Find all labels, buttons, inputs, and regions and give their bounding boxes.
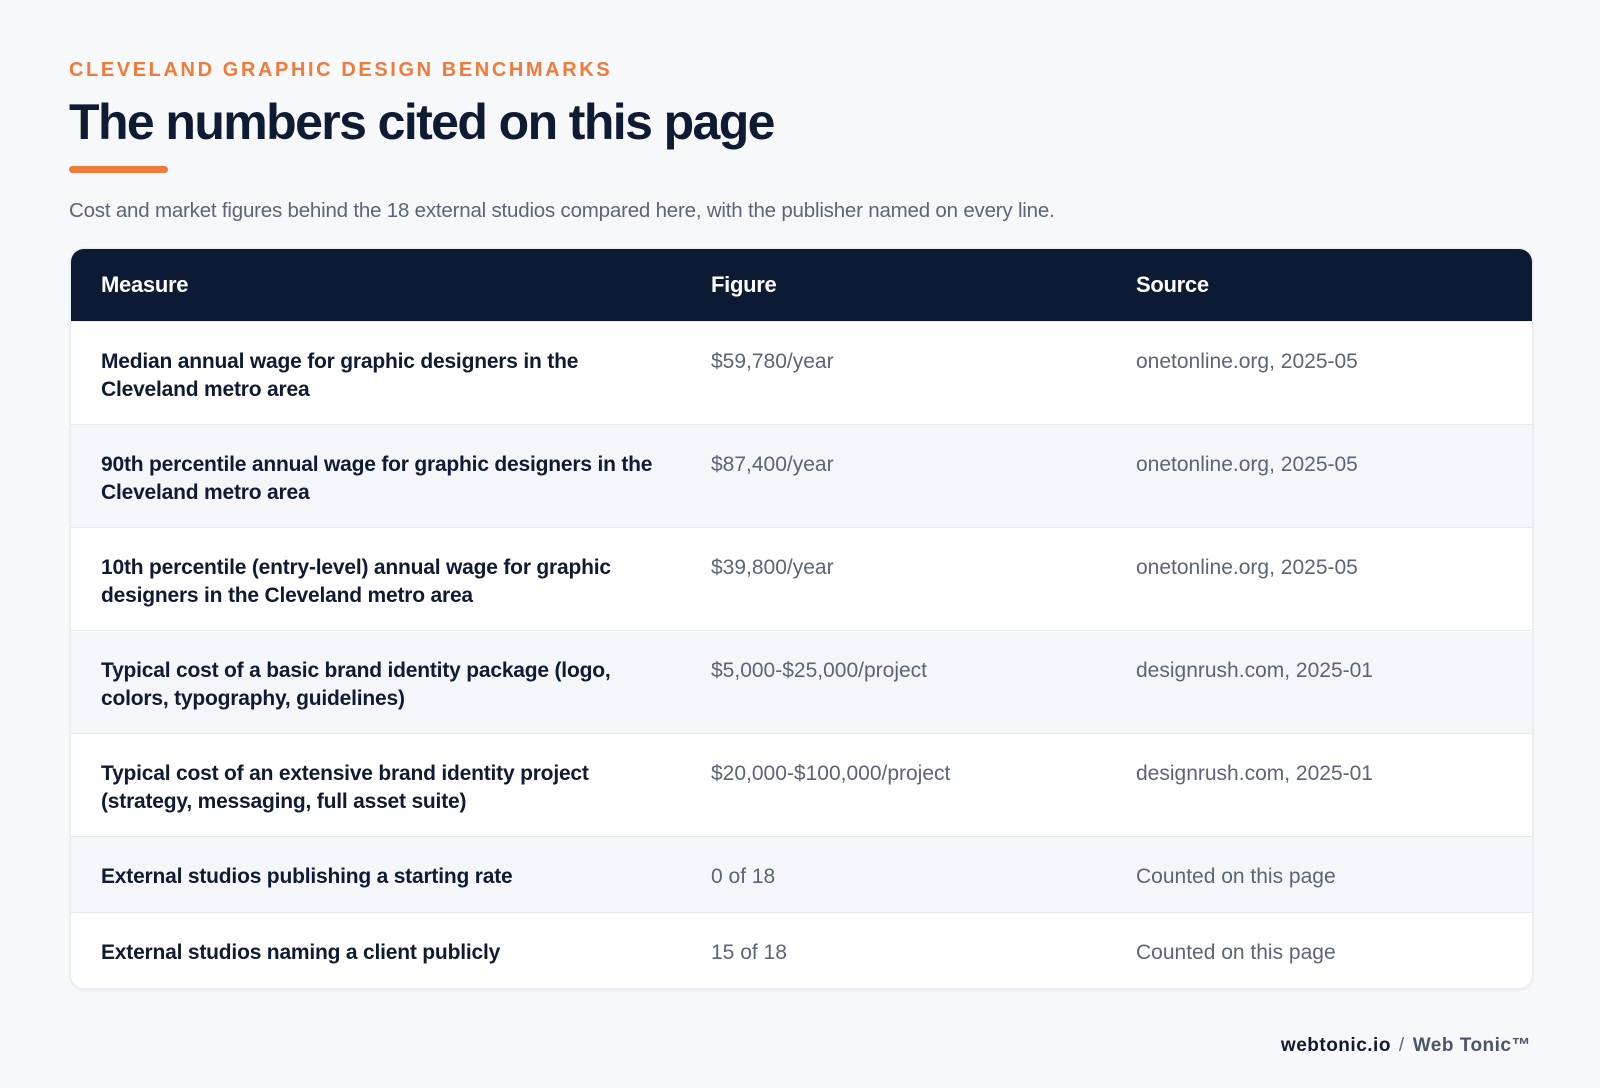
table-header-row: Measure Figure Source <box>71 249 1532 322</box>
benchmarks-table: Measure Figure Source Median annual wage… <box>71 249 1532 988</box>
source-cell: designrush.com, 2025-01 <box>1106 630 1532 734</box>
footer-credit: webtonic.io / Web Tonic™ <box>1281 1034 1531 1058</box>
table-row: External studios naming a client publicl… <box>71 912 1532 988</box>
table-row: Median annual wage for graphic designers… <box>71 321 1532 425</box>
table-row: 10th percentile (entry-level) annual wag… <box>71 527 1532 631</box>
measure-cell: External studios naming a client publicl… <box>71 912 681 988</box>
measure-cell: Typical cost of a basic brand identity p… <box>71 630 681 734</box>
figure-cell: 0 of 18 <box>681 836 1106 913</box>
page-header: CLEVELAND GRAPHIC DESIGN BENCHMARKS The … <box>69 58 1531 224</box>
page-title: The numbers cited on this page <box>69 94 775 150</box>
table-row: Typical cost of an extensive brand ident… <box>71 733 1532 837</box>
table-row: 90th percentile annual wage for graphic … <box>71 424 1532 528</box>
figure-cell: $39,800/year <box>681 527 1106 631</box>
measure-cell: Typical cost of an extensive brand ident… <box>71 733 681 837</box>
column-header-measure: Measure <box>71 249 681 322</box>
measure-cell: 90th percentile annual wage for graphic … <box>71 424 681 528</box>
source-cell: onetonline.org, 2025-05 <box>1106 321 1532 425</box>
figure-cell: $59,780/year <box>681 321 1106 425</box>
source-cell: onetonline.org, 2025-05 <box>1106 424 1532 528</box>
footer-separator: / <box>1398 1035 1405 1056</box>
measure-cell: 10th percentile (entry-level) annual wag… <box>71 527 681 631</box>
footer-brand: Web Tonic™ <box>1412 1035 1531 1056</box>
figure-cell: $5,000-$25,000/project <box>681 630 1106 734</box>
figure-cell: $87,400/year <box>681 424 1106 528</box>
page-subtitle: Cost and market figures behind the 18 ex… <box>69 199 1055 222</box>
figure-cell: 15 of 18 <box>681 912 1106 988</box>
measure-cell: External studios publishing a starting r… <box>71 836 681 913</box>
table-row: External studios publishing a starting r… <box>71 836 1532 913</box>
source-cell: Counted on this page <box>1106 912 1532 988</box>
eyebrow-label: CLEVELAND GRAPHIC DESIGN BENCHMARKS <box>69 59 613 81</box>
figure-cell: $20,000-$100,000/project <box>681 733 1106 837</box>
source-cell: designrush.com, 2025-01 <box>1106 733 1532 837</box>
source-cell: onetonline.org, 2025-05 <box>1106 527 1532 631</box>
source-cell: Counted on this page <box>1106 836 1532 913</box>
table-row: Typical cost of a basic brand identity p… <box>71 630 1532 734</box>
benchmarks-table-card: Measure Figure Source Median annual wage… <box>70 248 1533 989</box>
footer-domain: webtonic.io <box>1280 1035 1391 1056</box>
title-accent-bar <box>69 166 168 173</box>
measure-cell: Median annual wage for graphic designers… <box>71 321 681 425</box>
column-header-source: Source <box>1106 249 1532 322</box>
column-header-figure: Figure <box>681 249 1106 322</box>
